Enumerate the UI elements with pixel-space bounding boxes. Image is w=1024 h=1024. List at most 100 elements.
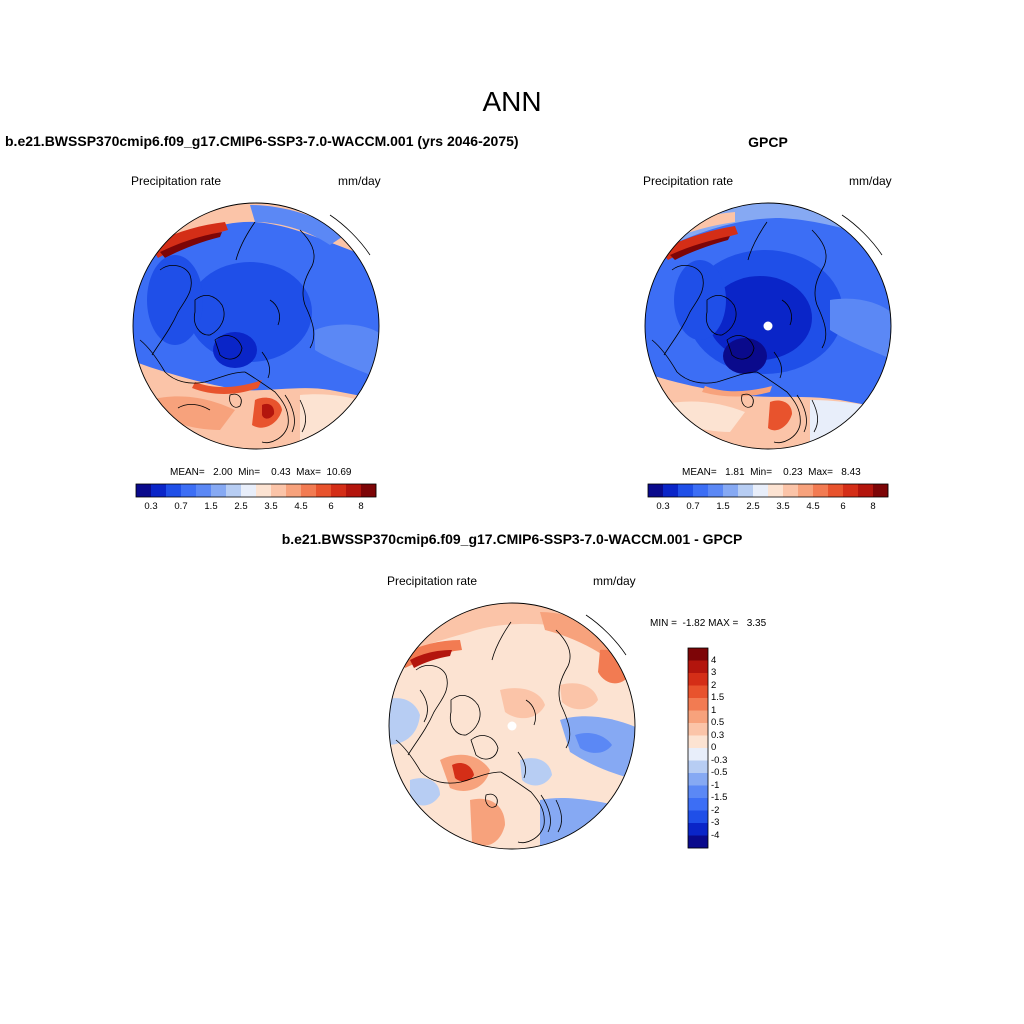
colorbar-swatch xyxy=(286,484,302,497)
colorbar-swatch xyxy=(136,484,152,497)
colorbar-tick-label: 3.5 xyxy=(776,501,790,512)
obs-units-label: mm/day xyxy=(849,174,892,188)
colorbar-swatch xyxy=(688,760,708,774)
colorbar-tick-label: 8 xyxy=(358,501,364,512)
colorbar-swatch xyxy=(688,835,708,849)
colorbar-swatch xyxy=(688,723,708,736)
colorbar-tick-label: 0.7 xyxy=(174,501,188,512)
colorbar-swatch xyxy=(813,484,829,497)
colorbar-swatch xyxy=(688,673,708,686)
colorbar-tick-label: -0.3 xyxy=(711,754,728,766)
model-stats: MEAN= 2.00 Min= 0.43 Max= 10.69 xyxy=(170,467,352,478)
colorbar-tick-label: 2 xyxy=(711,679,717,691)
model-coastlines xyxy=(139,214,371,444)
colorbar-tick-label: -0.5 xyxy=(711,767,728,778)
colorbar-swatch xyxy=(688,810,708,824)
colorbar-swatch xyxy=(688,823,708,836)
diff-variable-label: Precipitation rate xyxy=(387,574,478,588)
colorbar-tick-label: 2.5 xyxy=(746,501,760,512)
colorbar-tick-label: -1 xyxy=(711,779,720,791)
colorbar-swatch xyxy=(648,484,664,497)
colorbar-swatch xyxy=(798,484,814,497)
colorbar-swatch xyxy=(346,484,362,497)
model-panel-title: b.e21.BWSSP370cmip6.f09_g17.CMIP6-SSP3-7… xyxy=(5,133,519,149)
colorbar-tick-label: 1 xyxy=(711,704,717,716)
colorbar-tick-label: 3.5 xyxy=(264,501,278,512)
figure-title: ANN xyxy=(482,86,542,117)
model-precip-map xyxy=(132,202,380,450)
diff-colorbar xyxy=(687,647,709,849)
colorbar-frame xyxy=(647,483,889,498)
colorbar-swatch xyxy=(828,484,844,497)
obs-stats: MEAN= 1.81 Min= 0.23 Max= 8.43 xyxy=(682,467,861,478)
diff-precip-map xyxy=(388,602,636,850)
colorbar-tick-label: 0.3 xyxy=(711,729,725,741)
colorbar-swatch xyxy=(783,484,799,497)
obs-panel-title: GPCP xyxy=(748,134,788,150)
obs-variable-label: Precipitation rate xyxy=(643,174,734,188)
colorbar-swatch xyxy=(723,484,739,497)
colorbar-swatch xyxy=(768,484,784,497)
colorbar-tick-label: -4 xyxy=(711,829,720,841)
colorbar-tick-label: 0.3 xyxy=(656,501,670,512)
colorbar-swatch xyxy=(688,735,708,749)
colorbar-swatch xyxy=(688,660,708,674)
obs-missing-pole xyxy=(763,321,773,331)
colorbar-swatch xyxy=(331,484,347,497)
colorbar-swatch xyxy=(211,484,227,497)
model-colorbar xyxy=(135,483,377,498)
colorbar-swatch xyxy=(688,785,708,799)
colorbar-tick-label: 6 xyxy=(328,501,334,512)
colorbar-swatch xyxy=(873,484,889,497)
colorbar-swatch xyxy=(688,773,708,786)
colorbar-swatch xyxy=(738,484,754,497)
colorbar-tick-label: 0.5 xyxy=(711,717,725,728)
colorbar-tick-label: 3 xyxy=(711,667,717,678)
colorbar-swatch xyxy=(843,484,859,497)
colorbar-swatch xyxy=(663,484,679,497)
obs-coastlines xyxy=(651,214,883,444)
colorbar-tick-label: 4.5 xyxy=(294,501,308,512)
colorbar-tick-label: -1.5 xyxy=(711,792,728,803)
colorbar-swatch xyxy=(693,484,709,497)
diff-stats: MIN = -1.82 MAX = 3.35 xyxy=(650,618,767,629)
colorbar-tick-label: 4 xyxy=(711,654,717,666)
obs-precip-map xyxy=(644,202,892,450)
colorbar-tick-label: 4.5 xyxy=(806,501,820,512)
diff-missing-pole xyxy=(507,721,517,731)
colorbar-swatch xyxy=(316,484,332,497)
colorbar-swatch xyxy=(688,798,708,811)
diff-coastlines xyxy=(395,614,627,844)
diff-units-label: mm/day xyxy=(593,574,636,588)
colorbar-swatch xyxy=(688,648,708,661)
colorbar-swatch xyxy=(181,484,197,497)
colorbar-swatch xyxy=(226,484,242,497)
colorbar-frame xyxy=(135,483,377,498)
colorbar-swatch xyxy=(256,484,272,497)
colorbar-tick-label: 8 xyxy=(870,501,876,512)
colorbar-swatch xyxy=(151,484,167,497)
colorbar-tick-label: 0 xyxy=(711,742,717,753)
colorbar-swatch xyxy=(708,484,724,497)
colorbar-tick-label: -2 xyxy=(711,804,720,816)
colorbar-swatch xyxy=(361,484,377,497)
colorbar-swatch xyxy=(166,484,182,497)
colorbar-tick-label: 1.5 xyxy=(204,501,218,512)
colorbar-swatch xyxy=(271,484,287,497)
colorbar-swatch xyxy=(196,484,212,497)
colorbar-swatch xyxy=(688,710,708,724)
model-precip-field xyxy=(133,203,379,449)
colorbar-swatch xyxy=(688,748,708,761)
colorbar-tick-label: 1.5 xyxy=(711,692,725,703)
obs-colorbar xyxy=(647,483,889,498)
colorbar-tick-label: 1.5 xyxy=(716,501,730,512)
colorbar-swatch xyxy=(241,484,257,497)
colorbar-tick-label: 6 xyxy=(840,501,846,512)
diff-precip-field xyxy=(389,603,635,849)
colorbar-tick-label: 2.5 xyxy=(234,501,248,512)
colorbar-tick-label: 0.3 xyxy=(144,501,158,512)
colorbar-frame xyxy=(687,647,709,849)
colorbar-tick-label: 0.7 xyxy=(686,501,700,512)
model-variable-label: Precipitation rate xyxy=(131,174,222,188)
